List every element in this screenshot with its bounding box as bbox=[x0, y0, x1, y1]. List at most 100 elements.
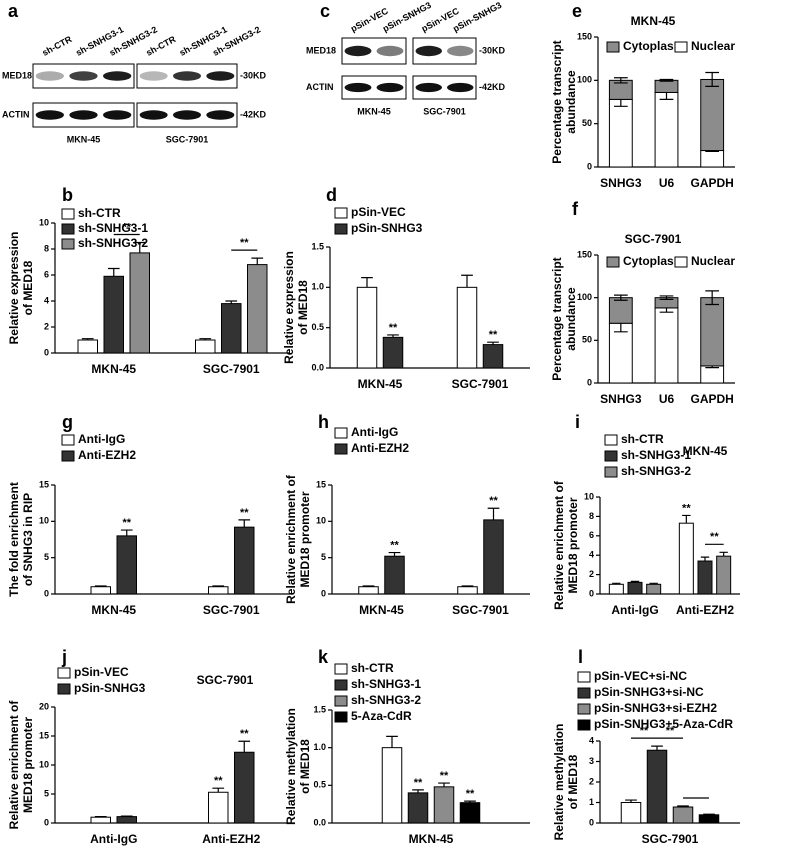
bar bbox=[672, 806, 694, 824]
error-bar bbox=[705, 290, 720, 306]
error-bar bbox=[625, 799, 637, 803]
error-bar bbox=[81, 338, 94, 340]
bar-segment bbox=[654, 307, 679, 384]
legend-swatch bbox=[604, 450, 618, 462]
legend-swatch bbox=[57, 667, 71, 679]
bar-segment bbox=[700, 150, 725, 168]
y-tick-label: 0 bbox=[321, 588, 326, 598]
row-label: MED18 bbox=[306, 45, 336, 55]
bar bbox=[247, 264, 268, 354]
error-bar bbox=[361, 277, 373, 288]
size-label: -30KD bbox=[240, 70, 267, 80]
x-tick-label: GAPDH bbox=[690, 392, 733, 406]
blot-band bbox=[344, 82, 372, 93]
y-tick-label: 15 bbox=[39, 730, 49, 740]
y-axis-label: abundance bbox=[564, 287, 578, 351]
error-bar bbox=[387, 334, 399, 338]
blot-band bbox=[376, 45, 404, 57]
significance: ** bbox=[466, 788, 475, 800]
y-tick-label: 5 bbox=[44, 552, 49, 562]
significance: ** bbox=[389, 322, 398, 334]
error-bar bbox=[412, 789, 424, 793]
significance: ** bbox=[122, 517, 131, 529]
error-bar bbox=[251, 257, 264, 265]
bracket-label: ** bbox=[122, 221, 131, 233]
blot-band bbox=[103, 110, 132, 120]
panel-letter: b bbox=[62, 185, 73, 205]
bar bbox=[457, 586, 478, 595]
error-bar bbox=[212, 787, 225, 793]
y-tick-label: 10 bbox=[39, 217, 49, 227]
legend-swatch bbox=[334, 427, 348, 439]
y-tick-label: 15 bbox=[39, 479, 49, 489]
y-tick-label: 1.5 bbox=[313, 704, 326, 714]
x-tick-label: MKN-45 bbox=[91, 362, 136, 376]
bar-segment bbox=[700, 297, 725, 367]
size-label: -30KD bbox=[479, 45, 506, 55]
blot-band bbox=[173, 110, 201, 120]
error-bar bbox=[612, 582, 621, 585]
legend-swatch bbox=[604, 466, 618, 478]
legend-label: pSin-SNHG3+si-EZH2 bbox=[594, 701, 717, 715]
y-tick-label: 1.0 bbox=[311, 282, 324, 292]
y-axis-label: MED18 promoter bbox=[298, 491, 312, 587]
significance: ** bbox=[214, 775, 223, 787]
error-bar bbox=[719, 551, 728, 557]
legend-label: Anti-EZH2 bbox=[78, 448, 136, 462]
y-axis-label: MED18 promoter bbox=[566, 497, 580, 593]
legend-label: pSin-SNHG3 bbox=[351, 221, 423, 235]
bar bbox=[208, 791, 229, 824]
x-tick-label: SGC-7901 bbox=[642, 832, 699, 846]
lane-label: sh-CTR bbox=[40, 34, 73, 58]
bar bbox=[482, 344, 504, 369]
x-tick-label: SGC-7901 bbox=[452, 377, 509, 391]
blot-band bbox=[415, 82, 442, 93]
y-tick-label: 150 bbox=[577, 249, 592, 259]
error-bar bbox=[705, 71, 720, 87]
legend-swatch bbox=[674, 256, 688, 268]
bar bbox=[356, 286, 378, 369]
bar bbox=[483, 519, 504, 595]
y-tick-label: 0 bbox=[44, 347, 49, 357]
bar bbox=[116, 535, 137, 595]
bar bbox=[221, 303, 242, 354]
blot-band bbox=[206, 110, 235, 120]
lane-label: pSin-SNHG3 bbox=[451, 0, 503, 34]
blot-group: MKN-45 bbox=[67, 134, 101, 144]
row-label: ACTIN bbox=[2, 109, 30, 119]
x-tick-label: MKN-45 bbox=[358, 377, 403, 391]
bar bbox=[77, 339, 98, 354]
bar bbox=[195, 339, 216, 354]
bar bbox=[234, 526, 255, 595]
legend-swatch bbox=[577, 719, 591, 731]
x-tick-label: U6 bbox=[659, 176, 675, 190]
error-bar bbox=[700, 556, 710, 562]
y-tick-label: 0 bbox=[589, 817, 594, 827]
y-axis-label: of MED18 bbox=[296, 280, 310, 335]
error-bar bbox=[133, 241, 146, 253]
legend-swatch bbox=[334, 223, 348, 235]
y-axis-label: Relative expression bbox=[282, 251, 296, 364]
chart-title: MKN-45 bbox=[683, 444, 728, 458]
y-tick-label: 10 bbox=[316, 516, 326, 526]
y-axis-label: Relative methylation bbox=[552, 724, 566, 841]
significance: ** bbox=[390, 539, 399, 551]
bar bbox=[384, 555, 405, 595]
x-tick-label: MKN-45 bbox=[409, 832, 454, 846]
error-bar bbox=[461, 585, 474, 587]
error-bar bbox=[487, 507, 500, 520]
panel-letter: c bbox=[320, 1, 330, 21]
error-bar bbox=[225, 300, 238, 304]
size-label: -42KD bbox=[479, 82, 506, 92]
legend-label: pSin-VEC bbox=[74, 665, 129, 679]
legend-swatch bbox=[334, 679, 348, 691]
y-tick-label: 4 bbox=[44, 295, 49, 305]
error-bar bbox=[120, 529, 133, 536]
chart-title: MKN-45 bbox=[631, 14, 676, 28]
y-axis-label: Percentage transcript bbox=[550, 40, 564, 163]
y-tick-label: 6 bbox=[589, 530, 594, 540]
bar-segment bbox=[608, 98, 633, 168]
legend-swatch bbox=[61, 223, 75, 235]
y-tick-label: 4 bbox=[589, 550, 594, 560]
significance: ** bbox=[240, 728, 249, 740]
